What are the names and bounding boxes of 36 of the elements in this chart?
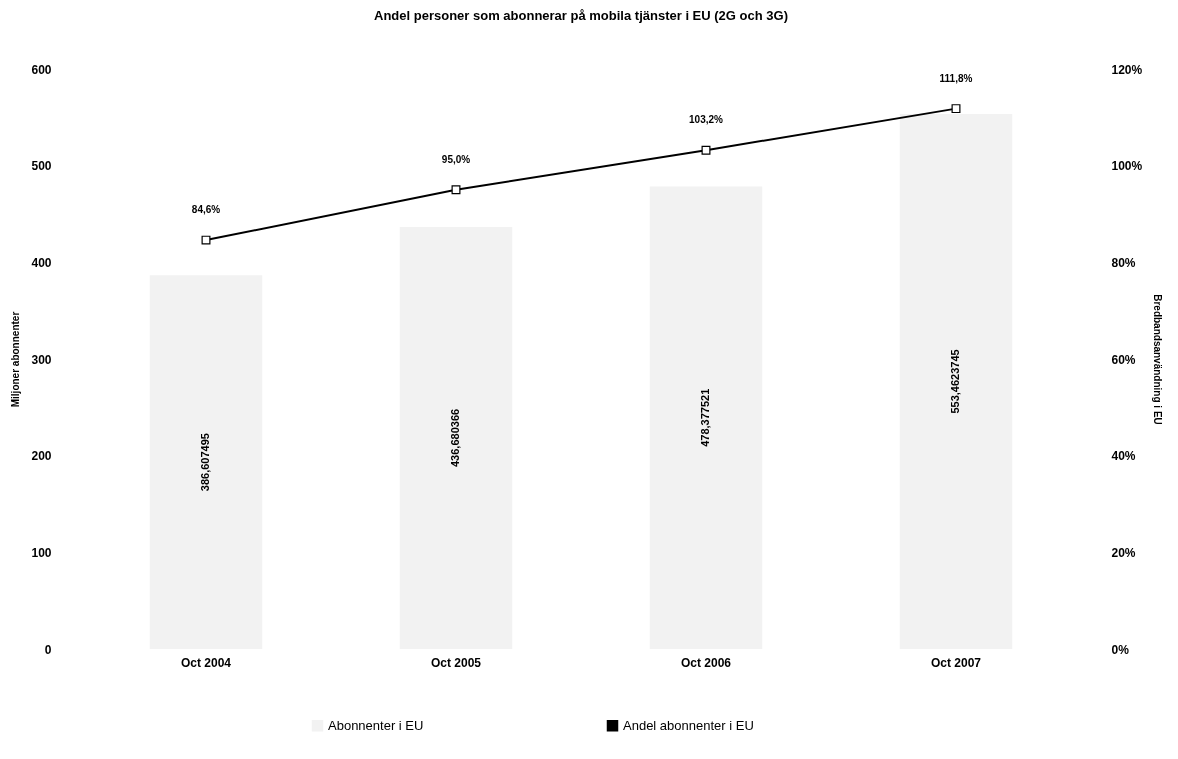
data-label: 386,607495 — [199, 433, 211, 492]
y2-tick-label: 100% — [1111, 159, 1143, 174]
point — [451, 185, 461, 195]
data-label: 95,0% — [441, 153, 471, 165]
x-tick-label: Oct 2007 — [930, 655, 982, 670]
y2-axis-title: Bredbandsanvändning i EU — [1152, 294, 1164, 425]
y-tick-label: 600 — [31, 62, 52, 77]
data-label: 111,8% — [939, 72, 973, 84]
data-label: 478,377521 — [699, 388, 711, 447]
y-tick-label: 400 — [31, 255, 52, 270]
legend-label: Abonnenter i EU — [328, 717, 424, 733]
data-label: 103,2% — [689, 114, 724, 126]
y-tick-label: 0 — [44, 642, 52, 657]
y-tick-label: 500 — [31, 159, 52, 174]
x-tick-label: Oct 2004 — [180, 655, 232, 670]
y-tick-label: 300 — [31, 352, 52, 367]
data-label: 436,680366 — [449, 408, 461, 467]
point — [701, 145, 711, 155]
point — [201, 235, 211, 245]
y-tick-label: 200 — [31, 449, 52, 464]
y-axis-title: Miljoner abonnenter — [10, 311, 22, 408]
y2-tick-label: 80% — [1111, 255, 1136, 270]
point — [951, 104, 961, 114]
bar — [899, 113, 1013, 649]
data-label: 553,4623745 — [949, 349, 961, 414]
y2-tick-label: 60% — [1111, 352, 1136, 367]
y2-tick-label: 20% — [1111, 545, 1136, 560]
y2-tick-label: 120% — [1111, 62, 1143, 77]
y2-tick-label: 0% — [1111, 642, 1130, 657]
legend-label: Andel abonnenter i EU — [623, 717, 754, 733]
y2-tick-label: 40% — [1111, 449, 1136, 464]
chart-title: Andel personer som abonnerar på mobila tjänster i EU (2G och 3G) — [374, 8, 788, 23]
data-label: 84,6% — [191, 204, 221, 216]
x-tick-label: Oct 2006 — [680, 655, 732, 670]
x-tick-label: Oct 2005 — [430, 655, 482, 670]
y-tick-label: 100 — [31, 545, 52, 560]
